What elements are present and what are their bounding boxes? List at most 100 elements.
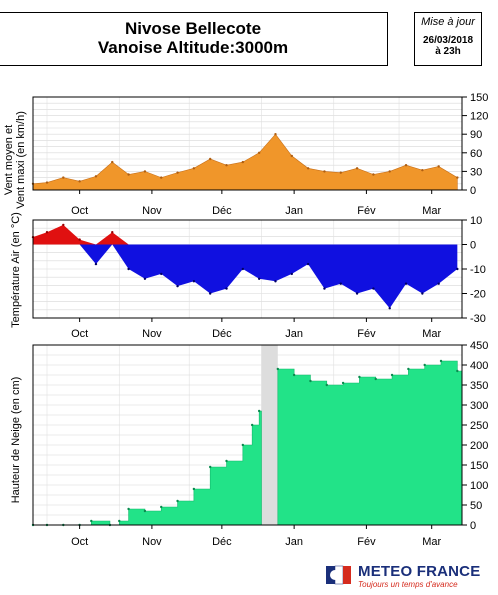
wind-y-tick-label: 120 [470, 111, 488, 123]
snow-data-point-12 [208, 465, 212, 469]
wind-data-point-25 [437, 165, 440, 168]
wind-y-tick-label: 30 [470, 166, 482, 178]
temp-y-label-line: Température Air (en °C) [10, 212, 22, 328]
wind-data-point-7 [143, 170, 147, 173]
snow-data-point-21 [341, 381, 345, 385]
temp-data-point-23 [404, 282, 408, 285]
temp-x-tick-label: Déc [212, 328, 232, 340]
wind-data-point-15 [274, 133, 277, 136]
temp-data-point-9 [176, 284, 179, 288]
temp-data-point-11 [208, 292, 212, 295]
snow-y-tick-label: 200 [470, 440, 488, 452]
temp-data-point-10 [192, 280, 196, 283]
wind-data-point-8 [160, 176, 163, 179]
temp-data-point-4 [94, 262, 98, 266]
temp-positive-area [33, 224, 458, 245]
wind-y-label-line: Vent moyen et [3, 124, 15, 196]
meteo-france-logo-icon [326, 565, 351, 585]
wind-y-tick-label: 90 [470, 129, 482, 141]
logo-name: METEO FRANCE [358, 563, 481, 580]
wind-x-tick-label: Nov [142, 205, 162, 217]
temp-x-tick-label: Fév [357, 328, 376, 340]
wind-data-point-16 [290, 154, 293, 158]
temp-data-point-13 [241, 267, 245, 271]
update-date: 26/03/2018 [422, 35, 474, 46]
temp-data-point-1 [45, 231, 49, 234]
station-name: Nivose Bellecote [124, 19, 262, 38]
wind-data-point-1 [45, 181, 49, 184]
temp-x-tick-label: Nov [142, 328, 162, 340]
temp-data-point-8 [160, 272, 163, 276]
wind-data-point-24 [421, 168, 424, 172]
snow-y-tick-label: 250 [470, 420, 488, 432]
wind-data-point-20 [355, 167, 359, 170]
snow-data-point-8 [143, 509, 147, 513]
snow-data-point-13 [225, 459, 228, 463]
wind-data-point-9 [176, 171, 179, 174]
temp-y-axis-label: Température Air (en °C) [10, 212, 22, 328]
snow-data-point-25 [407, 367, 410, 371]
wind-x-tick-label: Jan [285, 205, 303, 217]
temp-y-tick-label: -20 [470, 289, 486, 301]
temp-data-point-25 [437, 282, 440, 285]
snow-data-point-10 [176, 499, 179, 503]
temp-data-point-17 [306, 262, 310, 266]
snow-y-tick-label: 350 [470, 380, 488, 392]
wind-data-point-2 [62, 176, 65, 179]
temp-x-tick-label: Oct [71, 328, 88, 340]
snow-y-tick-label: 400 [470, 360, 488, 372]
wind-data-point-10 [192, 167, 196, 170]
temp-data-point-19 [339, 282, 342, 285]
station-title-box: Nivose Bellecote Vanoise Altitude:3000m [0, 12, 388, 66]
snow-data-point-26 [423, 363, 426, 367]
wind-data-point-4 [94, 175, 98, 178]
temp-data-point-18 [323, 287, 326, 290]
wind-y-tick-label: 0 [470, 185, 476, 197]
snow-data-point-15 [250, 423, 254, 427]
snow-y-tick-label: 100 [470, 480, 488, 492]
wind-y-axis-label: Vent moyen et Vent maxi (en km/h) [3, 111, 27, 209]
temp-y-tick-label: -30 [470, 313, 486, 325]
snow-y-label-line: Hauteur de Neige (en cm) [10, 376, 22, 504]
wind-data-point-12 [225, 164, 228, 167]
snow-data-point-20 [325, 383, 328, 387]
wind-data-point-3 [78, 180, 81, 183]
temp-data-point-2 [62, 223, 65, 227]
temp-data-point-15 [274, 280, 277, 283]
snow-series-area-1 [33, 410, 262, 526]
snow-data-point-18 [292, 373, 296, 377]
wind-data-point-6 [127, 173, 130, 176]
station-altitude: Vanoise Altitude:3000m [97, 38, 289, 57]
temp-data-point-3 [78, 238, 81, 241]
snow-y-tick-label: 300 [470, 400, 488, 412]
temp-data-point-5 [111, 231, 114, 234]
wind-plot-frame [32, 96, 463, 191]
wind-data-point-17 [306, 167, 310, 170]
wind-series-area [32, 133, 458, 191]
wind-y-label-line: Vent maxi (en km/h) [15, 111, 27, 209]
temp-data-point-7 [143, 277, 147, 280]
logo-tagline: Toujours un temps d'avance [358, 580, 458, 589]
snow-data-point-4 [90, 519, 93, 523]
wind-x-tick-label: Oct [71, 205, 88, 217]
snow-data-point-16 [257, 409, 261, 413]
snow-x-tick-label: Nov [142, 536, 162, 548]
snow-data-point-22 [358, 375, 361, 379]
snow-data-point-17 [276, 367, 280, 371]
update-label: Mise à jour [421, 16, 475, 28]
snow-series-area-2 [277, 360, 463, 526]
wind-data-point-22 [388, 170, 391, 173]
wind-x-tick-label: Fév [357, 205, 376, 217]
wind-data-point-13 [241, 160, 245, 164]
temp-data-point-21 [372, 287, 375, 290]
meteo-france-logo: METEO FRANCE Toujours un temps d'avance [326, 562, 496, 592]
temp-x-tick-label: Jan [285, 328, 303, 340]
snow-data-point-7 [127, 507, 130, 511]
wind-data-point-21 [372, 173, 375, 176]
snow-y-tick-label: 150 [470, 460, 488, 472]
snow-data-point-23 [374, 377, 377, 381]
wind-data-point-23 [404, 164, 408, 167]
wind-x-tick-label: Déc [212, 205, 232, 217]
temp-data-point-22 [388, 307, 391, 310]
update-time: à 23h [435, 46, 461, 57]
